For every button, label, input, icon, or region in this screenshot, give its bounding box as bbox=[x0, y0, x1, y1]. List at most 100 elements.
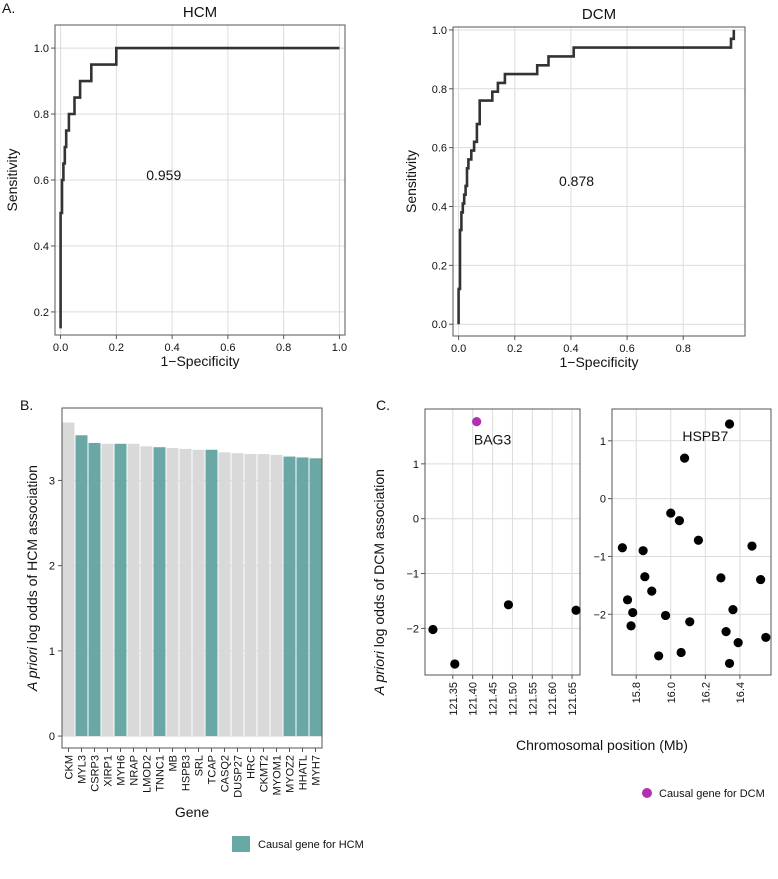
roc-hcm-y-tick-label: 1.0 bbox=[34, 43, 49, 55]
roc-hcm-x-axis-label: 1−Specificity bbox=[161, 353, 240, 369]
gene-tick-label: MB bbox=[168, 755, 180, 772]
bag3-x-tick-label: 121.65 bbox=[567, 682, 579, 716]
bar-frame bbox=[61, 407, 323, 749]
hspb7-point bbox=[622, 595, 633, 605]
roc-hcm-x-tick-label: 0.6 bbox=[220, 342, 235, 354]
roc-dcm-auc-label: 0.878 bbox=[559, 173, 594, 189]
hspb7-point bbox=[647, 586, 657, 596]
roc-dcm-title: DCM bbox=[582, 6, 616, 23]
roc-hcm-chart: 0.0 0.2 0.4 0.6 0.8 1.0 0.2 0.4 0.6 0.8 1.0 0.959 HC… bbox=[4, 4, 347, 369]
hspb7-region-scatter: 15.8 16.0 16.2 16.4 −2 −1 0 1 HSPB7 bbox=[593, 408, 772, 703]
hspb7-point bbox=[728, 605, 738, 615]
hspb7-y-tick-label: 1 bbox=[600, 436, 606, 448]
bar-y-axis-label-rest: log odds of HCM association bbox=[24, 465, 40, 647]
hspb7-y-tick-label: 0 bbox=[600, 494, 606, 506]
roc-dcm-y-tick-label: 1.0 bbox=[432, 25, 447, 37]
roc-dcm-y-tick-label: 0.6 bbox=[432, 143, 447, 155]
gene-tick-label: CASQ2 bbox=[220, 755, 232, 792]
roc-hcm-x-tick-label: 1.0 bbox=[332, 342, 347, 354]
hspb7-point bbox=[628, 607, 638, 618]
bar-y-tick-label: 2 bbox=[49, 561, 55, 573]
roc-hcm-title: HCM bbox=[183, 4, 217, 21]
hspb7-y-tick-label: −2 bbox=[593, 609, 606, 621]
bar-csrp3 bbox=[88, 442, 101, 737]
gene-tick-label: CKMT2 bbox=[259, 755, 271, 792]
hspb7-x-tick-label: 16.2 bbox=[700, 682, 712, 703]
roc-dcm-x-tick-label: 0.0 bbox=[451, 343, 466, 355]
gene-tick-label: XIRP1 bbox=[103, 755, 115, 787]
hspb7-point bbox=[617, 543, 627, 553]
bag3-y-tick-label: 0 bbox=[413, 514, 419, 526]
panel-label-c: C. bbox=[376, 397, 390, 413]
roc-dcm-x-tick-label: 0.4 bbox=[563, 343, 578, 355]
gene-tick-label: MYH6 bbox=[116, 755, 128, 786]
bag3-x-tick-label: 121.50 bbox=[507, 682, 519, 716]
bar-x-axis-label: Gene bbox=[175, 804, 209, 820]
roc-dcm-x-tick-label: 0.6 bbox=[619, 343, 634, 355]
roc-hcm-x-tick-label: 0.2 bbox=[109, 342, 124, 354]
roc-hcm-x-tick-label: 0.0 bbox=[53, 342, 68, 354]
gene-tick-label: TCAP bbox=[207, 755, 219, 784]
gene-tick-label: LMOD2 bbox=[142, 755, 154, 793]
chromosomal-position-axis-label: Chromosomal position (Mb) bbox=[516, 737, 688, 753]
hspb7-point bbox=[654, 651, 664, 661]
bar-hhatl bbox=[296, 457, 309, 737]
roc-hcm-y-tick-label: 0.8 bbox=[34, 109, 49, 121]
gene-tick-label: MYH7 bbox=[311, 755, 323, 786]
dcm-legend-label: Causal gene for DCM bbox=[659, 788, 765, 800]
dcm-legend-swatch bbox=[642, 788, 652, 798]
hspb7-x-tick-label: 15.8 bbox=[631, 682, 643, 703]
bar-lmod2 bbox=[140, 446, 153, 737]
hcm-legend: Causal gene for HCM bbox=[232, 836, 364, 852]
hspb7-point bbox=[724, 658, 735, 669]
gene-tick-label: NRAP bbox=[129, 755, 141, 786]
hspb7-point bbox=[693, 535, 704, 545]
gene-tick-label: CKM bbox=[64, 755, 76, 779]
hspb7-gene-annotation: HSPB7 bbox=[682, 428, 728, 444]
bar-myh6 bbox=[114, 443, 127, 737]
gene-tick-label: HHATL bbox=[298, 755, 310, 790]
roc-dcm-chart: 0.0 0.2 0.4 0.6 0.8 0.0 0.2 0.4 0.6 0.8 1.0 0.878 DC… bbox=[403, 6, 746, 370]
gene-tick-label: SRL bbox=[194, 755, 206, 776]
bag3-gene-annotation: BAG3 bbox=[474, 432, 512, 448]
hspb7-point bbox=[756, 574, 766, 585]
bar-myoz2 bbox=[283, 456, 296, 737]
bar-y-tick-label: 0 bbox=[49, 731, 55, 743]
roc-hcm-auc-label: 0.959 bbox=[146, 167, 181, 183]
roc-hcm-x-tick-label: 0.8 bbox=[276, 342, 291, 354]
bar-y-axis-label: A priori log odds of HCM association bbox=[24, 465, 40, 692]
gene-tick-label: CSRP3 bbox=[90, 755, 102, 792]
bag3-frame bbox=[424, 408, 581, 676]
bar-hrc bbox=[244, 454, 257, 737]
gene-tick-label: TNNC1 bbox=[155, 755, 167, 792]
bag3-x-tick-label: 121.45 bbox=[488, 682, 500, 716]
gene-tick-label: HRC bbox=[246, 755, 258, 779]
bar-dusp27 bbox=[231, 453, 244, 737]
hspb7-frame bbox=[611, 408, 772, 676]
hspb7-point bbox=[638, 546, 648, 556]
hspb7-point bbox=[640, 572, 650, 582]
roc-dcm-curve bbox=[457, 29, 736, 325]
bag3-x-tick-label: 121.55 bbox=[527, 682, 539, 716]
roc-dcm-frame bbox=[452, 26, 746, 337]
bag3-y-tick-label: 1 bbox=[413, 459, 419, 471]
dcm-y-axis-label: A priori log odds of DCM association bbox=[371, 469, 387, 696]
dcm-legend: Causal gene for DCM bbox=[642, 788, 765, 800]
bar-casq2 bbox=[218, 452, 231, 737]
hcm-legend-label: Causal gene for HCM bbox=[258, 839, 364, 851]
bar-hspb3 bbox=[179, 448, 192, 737]
hspb7-point bbox=[676, 647, 686, 658]
gene-tick-label: HSPB3 bbox=[181, 755, 193, 791]
bar-myh7 bbox=[309, 458, 322, 737]
hspb7-point bbox=[724, 419, 735, 429]
bag3-region-scatter: 121.35 121.40 121.45 121.50 121.55 121.60 121.… bbox=[406, 408, 581, 716]
gene-tick-label: MYL3 bbox=[77, 755, 89, 784]
bar-ckm bbox=[62, 422, 75, 737]
roc-dcm-x-axis-label: 1−Specificity bbox=[560, 354, 639, 370]
bag3-x-tick-label: 121.35 bbox=[448, 682, 460, 716]
gene-tick-label: MYOZ2 bbox=[285, 755, 297, 793]
roc-dcm-y-tick-label: 0.0 bbox=[432, 319, 447, 331]
bag3-causal-point bbox=[472, 417, 482, 427]
roc-hcm-x-tick-label: 0.4 bbox=[164, 342, 179, 354]
